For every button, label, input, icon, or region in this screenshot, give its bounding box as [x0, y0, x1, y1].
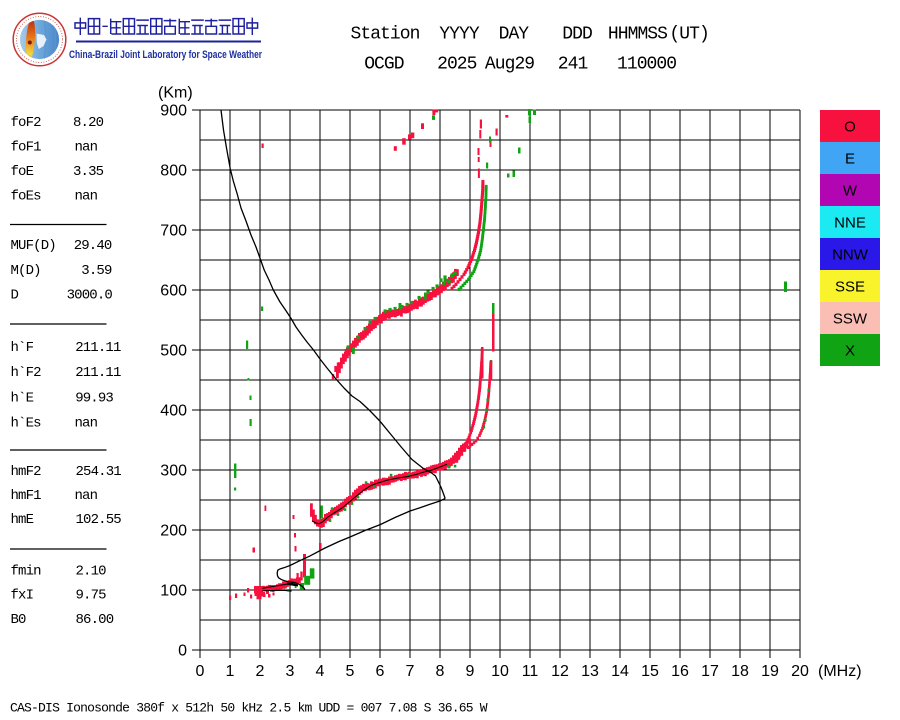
svg-text:16: 16 [671, 663, 689, 680]
svg-text:600: 600 [160, 283, 187, 300]
svg-text:3000.0: 3000.0 [67, 288, 113, 304]
svg-text:211.11: 211.11 [75, 365, 121, 381]
svg-text:Station: Station [351, 25, 420, 45]
svg-text:12: 12 [551, 663, 569, 680]
svg-text:86.00: 86.00 [76, 612, 114, 628]
svg-text:B0: B0 [11, 612, 27, 628]
svg-text:400: 400 [160, 403, 187, 420]
svg-text:foF2: foF2 [11, 115, 42, 131]
svg-text:nan: nan [75, 416, 98, 432]
svg-text:D: D [11, 288, 19, 304]
svg-text:0: 0 [178, 643, 187, 660]
svg-text:h`F: h`F [11, 340, 34, 356]
svg-text:9.75: 9.75 [76, 588, 107, 604]
svg-text:0: 0 [196, 663, 205, 680]
svg-text:foEs: foEs [11, 189, 42, 205]
svg-text:5: 5 [346, 663, 355, 680]
svg-text:SSE: SSE [835, 279, 865, 296]
svg-text:900: 900 [160, 103, 187, 120]
svg-text:h`Es: h`Es [11, 416, 42, 432]
svg-text:18: 18 [731, 663, 749, 680]
svg-text:h`E: h`E [11, 391, 34, 407]
svg-text:500: 500 [160, 343, 187, 360]
svg-text:hmE: hmE [11, 512, 34, 528]
svg-text:M(D): M(D) [11, 263, 41, 279]
svg-text:102.55: 102.55 [76, 512, 122, 528]
svg-text:10: 10 [491, 663, 509, 680]
svg-text:211.11: 211.11 [75, 340, 121, 356]
svg-text:HHMMSS: HHMMSS [608, 25, 667, 45]
svg-text:800: 800 [160, 163, 187, 180]
svg-text:200: 200 [160, 523, 187, 540]
svg-text:8: 8 [436, 663, 445, 680]
svg-text:2025: 2025 [437, 55, 477, 75]
svg-text:3: 3 [286, 663, 295, 680]
svg-text:7: 7 [406, 663, 415, 680]
svg-text:110000: 110000 [617, 55, 676, 75]
svg-text:1: 1 [226, 663, 235, 680]
svg-text:3.35: 3.35 [73, 164, 104, 180]
svg-text:fmin: fmin [11, 564, 42, 580]
svg-text:NNW: NNW [832, 247, 869, 264]
svg-text:CAS-DIS Ionosonde 380f x 512h: CAS-DIS Ionosonde 380f x 512h 50 kHz 2.5… [10, 701, 488, 716]
svg-text:nan: nan [75, 140, 98, 156]
svg-text:8.20: 8.20 [73, 115, 104, 131]
svg-text:W: W [843, 183, 858, 200]
svg-text:O: O [844, 119, 856, 136]
svg-text:6: 6 [376, 663, 385, 680]
svg-text:241: 241 [558, 55, 588, 75]
svg-text:9: 9 [466, 663, 475, 680]
svg-text:100: 100 [160, 583, 187, 600]
svg-text:nan: nan [75, 488, 98, 504]
svg-text:11: 11 [522, 663, 539, 680]
svg-text:13: 13 [581, 663, 599, 680]
svg-text:China-Brazil Joint Laboratory: China-Brazil Joint Laboratory for Space … [69, 49, 262, 61]
svg-text:20: 20 [791, 663, 809, 680]
svg-text:SSW: SSW [833, 311, 868, 328]
svg-text:2.10: 2.10 [76, 564, 107, 580]
svg-text:hmF2: hmF2 [11, 464, 42, 480]
svg-text:DDD: DDD [562, 25, 592, 45]
svg-text:29.40: 29.40 [74, 238, 112, 254]
svg-text:(MHz): (MHz) [818, 663, 862, 680]
svg-text:nan: nan [75, 189, 98, 205]
svg-text:foF1: foF1 [11, 140, 42, 156]
svg-text:h`F2: h`F2 [11, 365, 42, 381]
svg-text:YYYY: YYYY [439, 25, 480, 45]
svg-text:X: X [845, 343, 855, 360]
svg-text:hmF1: hmF1 [11, 488, 42, 504]
svg-text:OCGD: OCGD [364, 55, 404, 75]
svg-text:MUF(D): MUF(D) [11, 238, 56, 254]
svg-text:fxI: fxI [11, 588, 34, 604]
svg-text:15: 15 [641, 663, 659, 680]
svg-text:700: 700 [160, 223, 187, 240]
svg-text:17: 17 [701, 663, 719, 680]
svg-text:E: E [845, 151, 855, 168]
svg-text:(Km): (Km) [158, 85, 193, 102]
svg-text:Aug29: Aug29 [485, 55, 534, 75]
svg-text:(UT): (UT) [669, 25, 708, 45]
svg-text:NNE: NNE [834, 215, 866, 232]
svg-text:DAY: DAY [499, 25, 530, 45]
svg-text:3.59: 3.59 [81, 263, 112, 279]
svg-text:99.93: 99.93 [75, 391, 113, 407]
svg-text:4: 4 [316, 663, 325, 680]
svg-text:14: 14 [611, 663, 629, 680]
svg-text:2: 2 [256, 663, 265, 680]
svg-text:300: 300 [160, 463, 187, 480]
svg-text:19: 19 [761, 663, 779, 680]
svg-text:foE: foE [11, 164, 34, 180]
svg-text:254.31: 254.31 [76, 464, 122, 480]
